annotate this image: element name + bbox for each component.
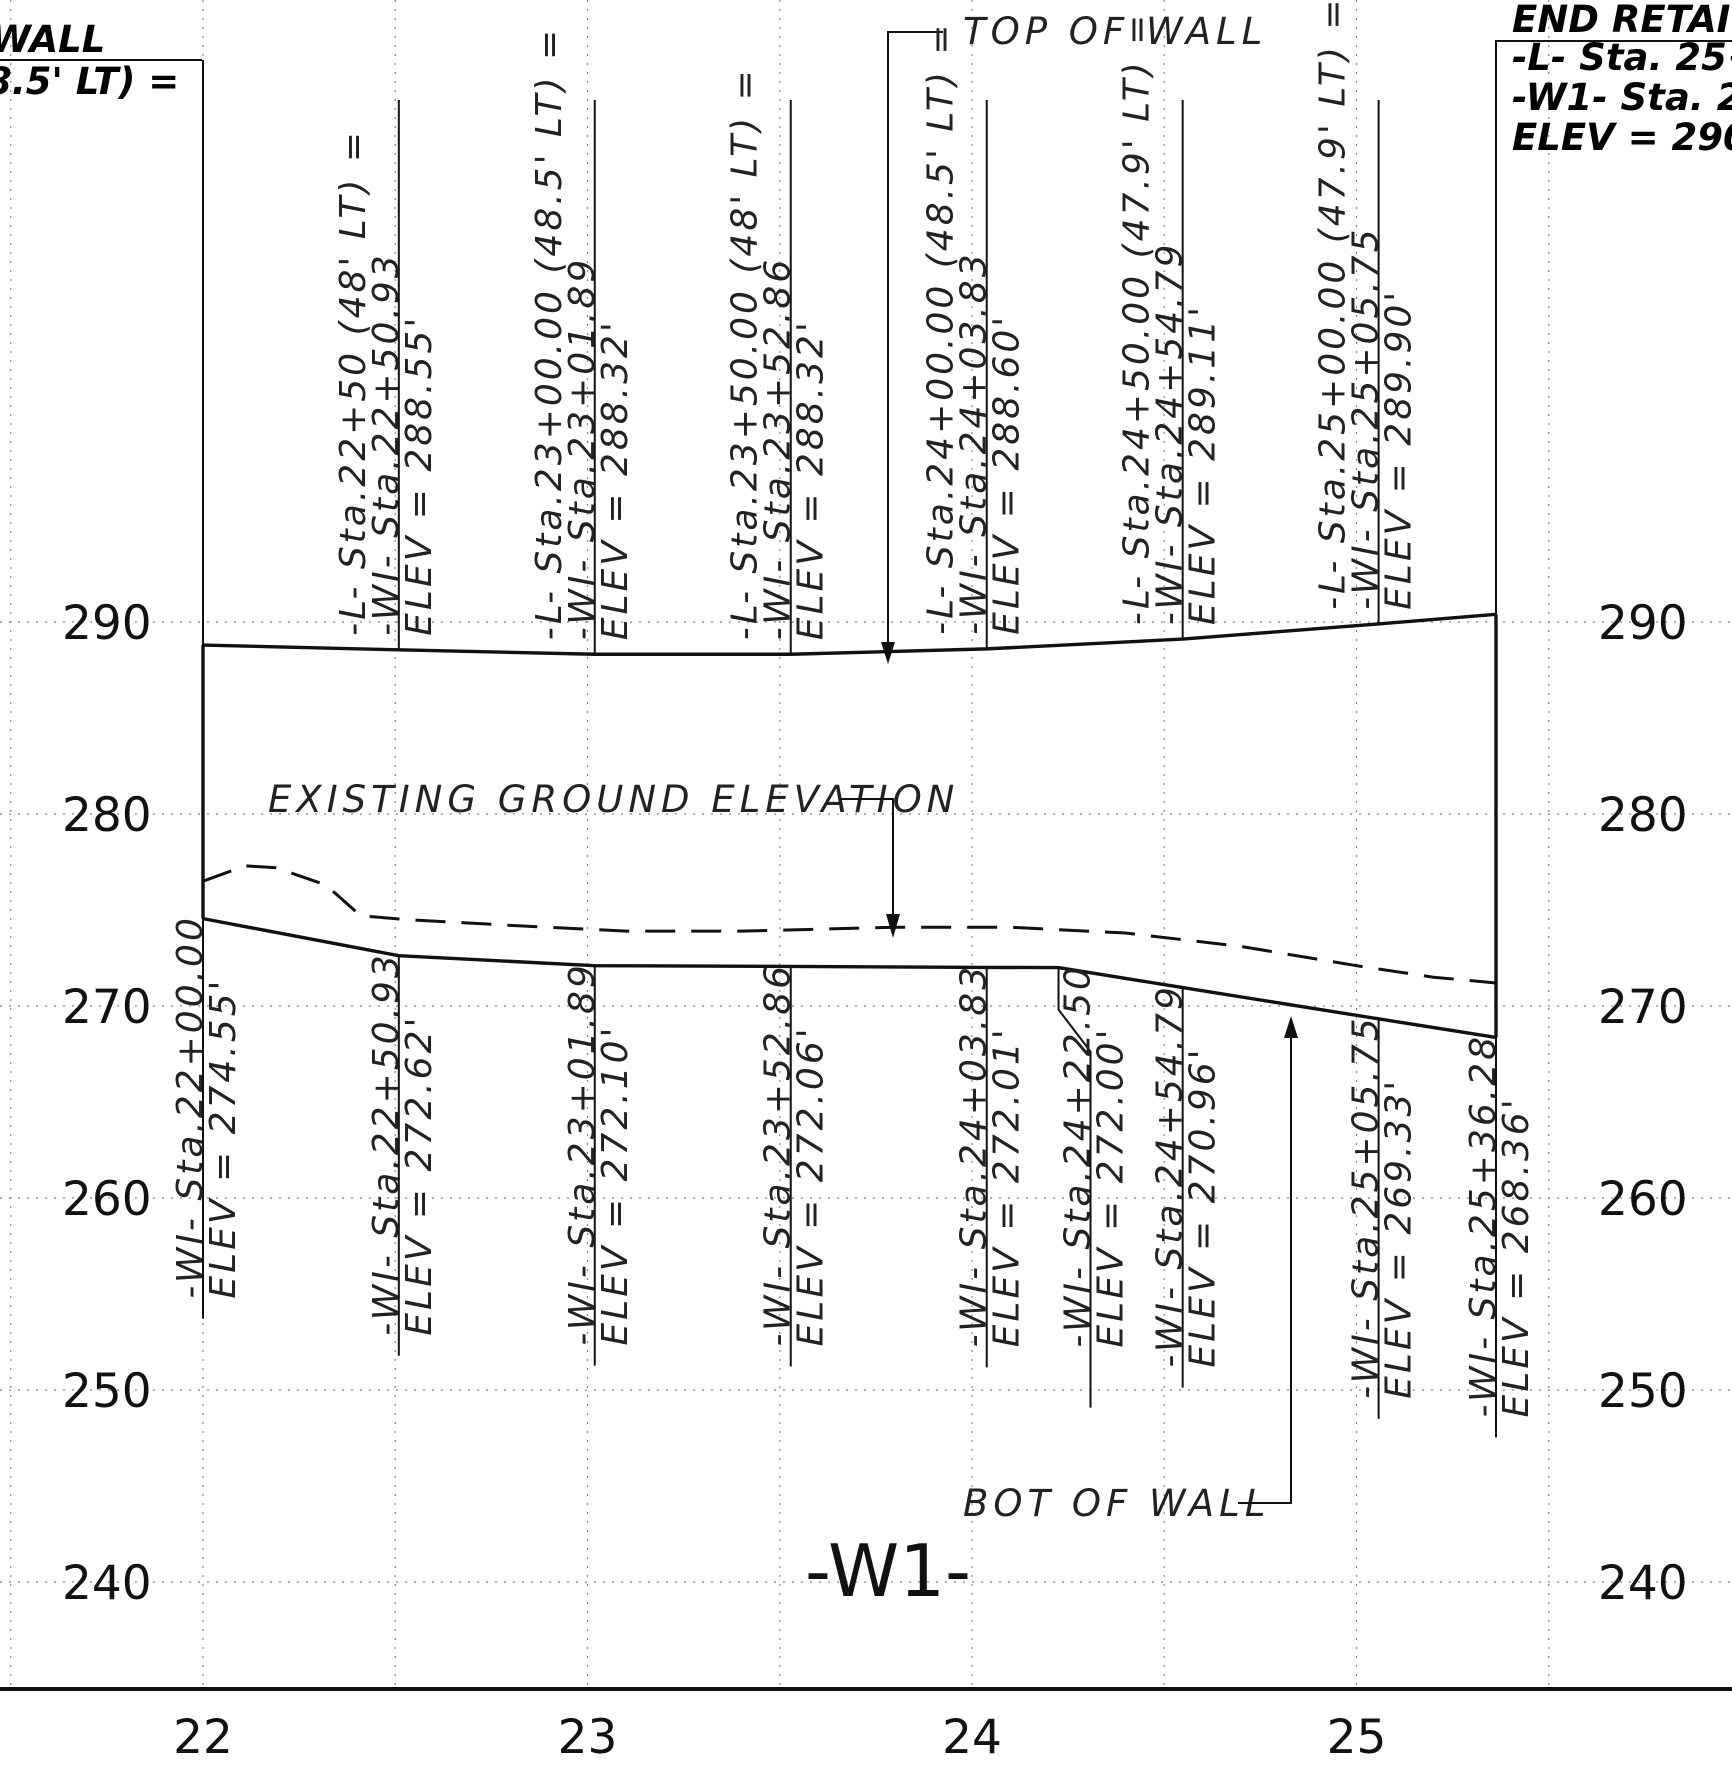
bottom-station-label-line: -WI- Sta.24+22.50 bbox=[1058, 964, 1099, 1348]
top-station-label-line: -WI- Sta.22+50.93 bbox=[366, 252, 407, 636]
elevation-tick-label-right: 250 bbox=[1598, 1364, 1688, 1419]
bottom-station-label-line: ELEV = 274.55' bbox=[203, 978, 244, 1299]
top-of-wall-leader bbox=[887, 31, 943, 644]
top-station-label-line: ELEV = 288.55' bbox=[399, 315, 440, 636]
top-station-label: -L- Sta.23+50.00 (48' LT) =-WI- Sta.23+5… bbox=[725, 67, 832, 640]
bottom-station-label-line: -WI- Sta.24+03.83 bbox=[954, 964, 995, 1348]
bottom-station-label-line: ELEV = 272.62' bbox=[399, 1015, 440, 1336]
top-station-label-line: ELEV = 288.60' bbox=[987, 314, 1028, 635]
top-station-label-line: -L- Sta.25+00.00 (47.9' LT) = bbox=[1313, 0, 1354, 610]
station-tick-label: 23 bbox=[558, 1710, 618, 1765]
bottom-station-label-line: ELEV = 272.06' bbox=[791, 1025, 832, 1346]
elevation-tick-label-left: 240 bbox=[62, 1556, 152, 1611]
bottom-station-label-line: ELEV = 272.10' bbox=[595, 1025, 636, 1346]
top-station-label-line: -L- Sta.22+50 (48' LT) = bbox=[333, 129, 374, 636]
end-wall-w1-station: -W1- Sta. 2 bbox=[1512, 76, 1732, 119]
bottom-station-label-line: ELEV = 270.96' bbox=[1183, 1046, 1224, 1367]
elevation-tick-label-right: 290 bbox=[1598, 596, 1688, 651]
top-station-label-line: ELEV = 288.32' bbox=[791, 319, 832, 640]
station-tick-label: 25 bbox=[1327, 1710, 1387, 1765]
existing-ground-leader bbox=[840, 798, 894, 916]
station-tick-label: 24 bbox=[942, 1710, 1002, 1765]
end-wall-elevation: ELEV = 290 bbox=[1512, 116, 1732, 159]
bottom-station-label-line: ELEV = 268.36' bbox=[1496, 1096, 1537, 1417]
top-station-label: -L- Sta.24+00.00 (48.5' LT) =-WI- Sta.24… bbox=[921, 21, 1028, 634]
bottom-station-label-line: -WI- Sta.25+05.75 bbox=[1346, 1015, 1387, 1399]
bot-of-wall-arrowhead bbox=[1284, 1016, 1298, 1038]
elevation-tick-label-left: 290 bbox=[62, 596, 152, 651]
bottom-station-label-line: ELEV = 269.33' bbox=[1379, 1078, 1420, 1399]
bot-of-wall-note: BOT OF WALL bbox=[963, 1482, 1270, 1525]
end-wall-l-station: -L- Sta. 25+ bbox=[1512, 36, 1732, 79]
top-station-label: -L- Sta.24+50.00 (47.9' LT) =-WI- Sta.24… bbox=[1117, 12, 1224, 625]
top-of-wall-line bbox=[202, 612, 1497, 656]
bottom-station-label-line: ELEV = 272.01' bbox=[987, 1026, 1028, 1347]
top-station-label-line: ELEV = 289.11' bbox=[1183, 304, 1224, 625]
bottom-station-label-line: -WI- Sta.23+52.86 bbox=[758, 963, 799, 1347]
grid bbox=[0, 0, 1732, 1688]
bottom-station-label-line: ELEV = 272.00' bbox=[1091, 1027, 1132, 1348]
top-of-wall-note: TOP OF WALL bbox=[963, 10, 1267, 53]
top-station-label: -L- Sta.25+00.00 (47.9' LT) =-WI- Sta.25… bbox=[1313, 0, 1420, 610]
top-station-label-line: -L- Sta.23+50.00 (48' LT) = bbox=[725, 67, 766, 640]
top-station-label-line: ELEV = 289.90' bbox=[1379, 289, 1420, 610]
top-station-label-line: -WI- Sta.23+01.89 bbox=[562, 257, 603, 641]
elevation-tick-label-left: 270 bbox=[62, 980, 152, 1035]
begin-wall-label: WALL bbox=[0, 18, 105, 61]
elevation-tick-label-right: 260 bbox=[1598, 1172, 1688, 1227]
bottom-station-label-line: -WI- Sta.24+54.79 bbox=[1150, 984, 1191, 1368]
top-station-label-line: -WI- Sta.24+03.83 bbox=[954, 251, 995, 635]
elevation-tick-label-right: 280 bbox=[1598, 788, 1688, 843]
top-station-label-line: ELEV = 288.32' bbox=[595, 319, 636, 640]
top-station-label-line: -WI- Sta.25+05.75 bbox=[1346, 226, 1387, 610]
top-station-label-line: -WI- Sta.23+52.86 bbox=[758, 257, 799, 641]
existing-ground-line bbox=[202, 864, 1497, 985]
elevation-tick-label-left: 260 bbox=[62, 1172, 152, 1227]
end-wall-label: END RETAI bbox=[1512, 0, 1730, 41]
top-station-label-line: -L- Sta.23+00.00 (48.5' LT) = bbox=[529, 27, 570, 640]
top-station-label: -L- Sta.23+00.00 (48.5' LT) =-WI- Sta.23… bbox=[529, 27, 636, 640]
top-station-label-line: -L- Sta.24+00.00 (48.5' LT) = bbox=[921, 21, 962, 634]
bottom-label-leader bbox=[1057, 967, 1092, 1408]
station-tick-label: 22 bbox=[173, 1710, 233, 1765]
existing-ground-note: EXISTING GROUND ELEVATION bbox=[268, 778, 959, 821]
bottom-station-label-line: -WI- Sta.22+50.93 bbox=[366, 952, 407, 1336]
elevation-tick-label-left: 280 bbox=[62, 788, 152, 843]
bot-of-wall-leader bbox=[1238, 1036, 1292, 1504]
top-station-label: -L- Sta.22+50 (48' LT) =-WI- Sta.22+50.9… bbox=[333, 129, 440, 636]
alignment-label: -W1- bbox=[805, 1529, 971, 1613]
elevation-tick-label-right: 270 bbox=[1598, 980, 1688, 1035]
top-station-label-line: -L- Sta.24+50.00 (47.9' LT) = bbox=[1117, 12, 1158, 625]
elevation-tick-label-left: 250 bbox=[62, 1364, 152, 1419]
begin-wall-station: 8.5' LT) = bbox=[0, 60, 179, 103]
top-station-label-line: -WI- Sta.24+54.79 bbox=[1150, 242, 1191, 626]
bottom-station-label-line: -WI- Sta.25+36.28 bbox=[1463, 1034, 1504, 1418]
bottom-station-label-line: -WI- Sta.23+01.89 bbox=[562, 962, 603, 1346]
elevation-tick-label-right: 240 bbox=[1598, 1556, 1688, 1611]
bottom-station-label-line: -WI- Sta.22+00.00 bbox=[170, 915, 211, 1299]
